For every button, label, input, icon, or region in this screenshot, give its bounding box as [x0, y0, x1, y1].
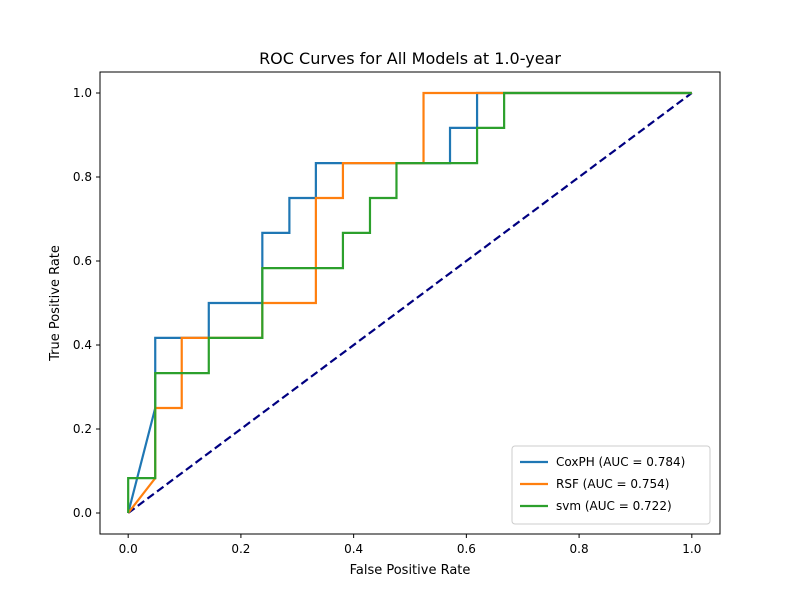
x-tick-label: 0.2 [231, 542, 250, 556]
legend-box [511, 445, 711, 525]
chart-title: ROC Curves for All Models at 1.0-year [259, 49, 561, 68]
chance-reference-line [127, 92, 693, 514]
y-axis-label: True Positive Rate [48, 245, 63, 362]
y-tick-label: 1.0 [73, 86, 92, 100]
legend-label: CoxPH (AUC = 0.784) [556, 455, 685, 469]
legend-label: RSF (AUC = 0.754) [556, 477, 669, 491]
x-axis-label: False Positive Rate [350, 563, 471, 578]
y-tick-label: 0.6 [73, 254, 92, 268]
x-tick-label: 0.8 [570, 542, 589, 556]
y-tick-label: 0.0 [73, 506, 92, 520]
y-tick-label: 0.2 [73, 422, 92, 436]
x-tick-label: 1.0 [682, 542, 701, 556]
y-axis: 0.0 0.2 0.4 0.6 0.8 1.0 [73, 86, 100, 520]
y-tick-label: 0.4 [73, 338, 92, 352]
legend: CoxPH (AUC = 0.784) RSF (AUC = 0.754) svm … [511, 445, 711, 525]
x-tick-label: 0.0 [119, 542, 138, 556]
plot-area [127, 91, 693, 514]
x-axis: 0.0 0.2 0.4 0.6 0.8 1.0 [119, 534, 701, 556]
axes-frame [99, 71, 721, 535]
y-tick-label: 0.8 [73, 170, 92, 184]
legend-label: svm (AUC = 0.722) [556, 499, 672, 513]
x-tick-label: 0.6 [457, 542, 476, 556]
roc-line-series-3 [127, 91, 692, 513]
x-tick-label: 0.4 [344, 542, 363, 556]
